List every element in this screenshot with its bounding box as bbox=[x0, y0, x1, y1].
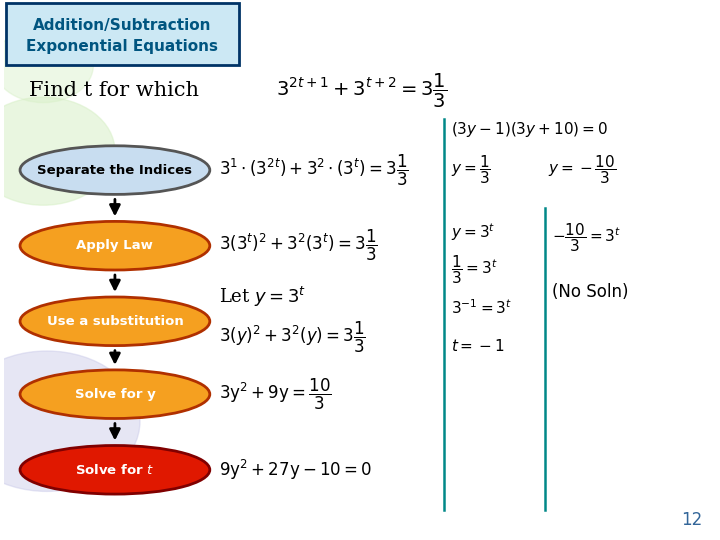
Text: 12: 12 bbox=[681, 511, 702, 529]
Text: Apply Law: Apply Law bbox=[76, 239, 153, 252]
Text: $y = 3^t$: $y = 3^t$ bbox=[451, 221, 496, 243]
Circle shape bbox=[0, 27, 94, 103]
Text: Use a substitution: Use a substitution bbox=[47, 315, 184, 328]
Text: Solve for y: Solve for y bbox=[75, 388, 156, 401]
Text: $3\mathrm{y}^2 + 9\mathrm{y} = \dfrac{10}{3}$: $3\mathrm{y}^2 + 9\mathrm{y} = \dfrac{10… bbox=[219, 376, 332, 412]
Ellipse shape bbox=[20, 221, 210, 270]
Ellipse shape bbox=[20, 297, 210, 346]
Text: Let $y = 3^t$: Let $y = 3^t$ bbox=[219, 285, 306, 309]
Ellipse shape bbox=[20, 370, 210, 418]
Text: (No Soln): (No Soln) bbox=[552, 282, 629, 301]
Text: $\dfrac{1}{3} = 3^t$: $\dfrac{1}{3} = 3^t$ bbox=[451, 254, 498, 286]
Text: $3^{2t+1} + 3^{t+2} = 3\dfrac{1}{3}$: $3^{2t+1} + 3^{t+2} = 3\dfrac{1}{3}$ bbox=[276, 72, 447, 110]
Circle shape bbox=[0, 351, 140, 491]
Circle shape bbox=[0, 97, 115, 205]
Text: Solve for $t$: Solve for $t$ bbox=[76, 463, 155, 477]
Text: $y = -\dfrac{10}{3}$: $y = -\dfrac{10}{3}$ bbox=[548, 154, 616, 186]
Text: $t = -1$: $t = -1$ bbox=[451, 338, 505, 354]
Ellipse shape bbox=[20, 446, 210, 494]
Text: $-\dfrac{10}{3} = 3^t$: $-\dfrac{10}{3} = 3^t$ bbox=[552, 221, 621, 254]
Ellipse shape bbox=[20, 146, 210, 194]
Text: $3(3^t)^2 + 3^2(3^t) = 3\dfrac{1}{3}$: $3(3^t)^2 + 3^2(3^t) = 3\dfrac{1}{3}$ bbox=[219, 228, 377, 264]
Text: Separate the Indices: Separate the Indices bbox=[37, 164, 192, 177]
Text: $(3y-1)(3y+10) = 0$: $(3y-1)(3y+10) = 0$ bbox=[451, 120, 608, 139]
Text: Exponential Equations: Exponential Equations bbox=[26, 39, 218, 55]
Text: $3^1 \cdot (3^{2t}) + 3^2 \cdot (3^t) = 3\dfrac{1}{3}$: $3^1 \cdot (3^{2t}) + 3^2 \cdot (3^t) = … bbox=[219, 152, 408, 188]
Text: Find t for which: Find t for which bbox=[29, 81, 199, 100]
FancyBboxPatch shape bbox=[6, 3, 239, 65]
Text: Addition/Subtraction: Addition/Subtraction bbox=[33, 18, 212, 33]
Text: $9\mathrm{y}^2 + 27\mathrm{y} - 10 = 0$: $9\mathrm{y}^2 + 27\mathrm{y} - 10 = 0$ bbox=[219, 458, 372, 482]
Text: $3^{-1} = 3^t$: $3^{-1} = 3^t$ bbox=[451, 299, 513, 317]
Text: $3(\mathit{y})^2 + 3^2(\mathit{y}) = 3\dfrac{1}{3}$: $3(\mathit{y})^2 + 3^2(\mathit{y}) = 3\d… bbox=[219, 320, 366, 355]
Text: $y = \dfrac{1}{3}$: $y = \dfrac{1}{3}$ bbox=[451, 154, 491, 186]
